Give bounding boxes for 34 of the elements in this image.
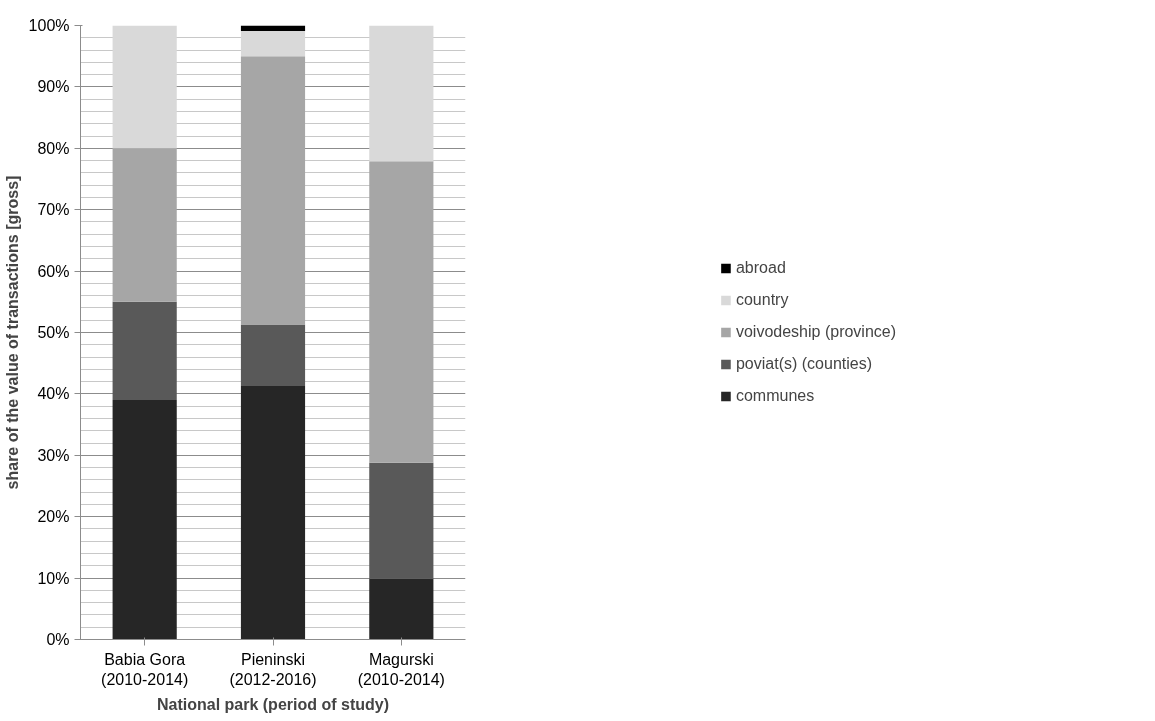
x-tick-label: Babia Gora (2010-2014) [101,650,189,688]
y-tick-label: 100% [28,17,70,34]
y-tick-label: 50% [37,324,70,341]
bar [369,25,434,162]
legend-label: country [735,291,789,309]
bar [112,25,177,149]
legend-label: communes [735,387,815,405]
bar [369,462,434,579]
y-axis-title: share of the value of transactions [gross] [3,175,21,490]
y-tick-label: 0% [46,631,70,648]
y-tick-label: 30% [37,446,70,464]
bar [240,324,306,386]
legend-label: abroad [735,259,786,277]
bar [112,301,177,401]
x-tick-label: Magurski (2010-2014) [357,650,445,688]
bar [369,578,434,640]
bar [240,31,306,57]
y-tick-label: 40% [37,385,70,403]
legend-label: poviat(s) (counties) [735,355,873,373]
y-tick-label: 70% [37,201,70,219]
bar [240,385,306,640]
y-tick-label: 80% [37,139,70,157]
y-tick-label: 90% [37,78,70,96]
x-axis-title: National park (period of study) [156,695,390,713]
y-tick-label: 10% [37,569,70,587]
bar [240,56,306,325]
bar [369,161,434,463]
x-tick-label: Pieninski (2012-2016) [229,650,317,688]
y-tick-label: 60% [37,262,70,280]
y-tick-label: 20% [37,508,70,526]
bar [112,400,177,640]
bar [112,148,177,302]
bar [240,25,306,32]
legend-label: voivodeship (province) [735,323,897,341]
